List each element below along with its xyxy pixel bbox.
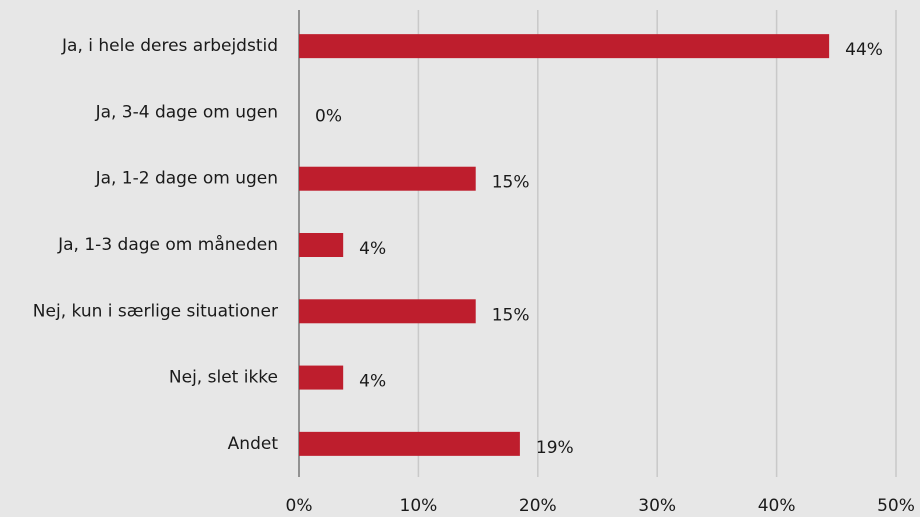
x-tick-label: 10%: [400, 496, 438, 516]
x-tick-label: 0%: [286, 496, 313, 516]
data-label: 4%: [359, 239, 386, 259]
data-label: 0%: [315, 106, 342, 126]
bar: [299, 34, 830, 59]
y-tick-label: Ja, i hele deres arbejdstid: [61, 36, 278, 56]
y-tick-label: Ja, 1-3 dage om måneden: [57, 234, 278, 255]
y-tick-label: Ja, 3-4 dage om ugen: [95, 102, 278, 122]
x-tick-label: 20%: [519, 496, 557, 516]
y-tick-label: Ja, 1-2 dage om ugen: [95, 169, 278, 189]
bar: [299, 166, 476, 191]
data-label: 15%: [492, 305, 530, 325]
y-tick-label: Nej, slet ikke: [169, 368, 278, 388]
y-tick-label: Andet: [228, 434, 279, 454]
x-tick-label: 30%: [638, 496, 676, 516]
data-label: 19%: [536, 438, 574, 458]
bar: [299, 299, 476, 324]
x-tick-label: 40%: [758, 496, 796, 516]
y-tick-label: Nej, kun i særlige situationer: [33, 301, 278, 321]
data-label: 4%: [359, 372, 386, 392]
data-label: 44%: [845, 40, 883, 60]
x-tick-label: 50%: [877, 496, 915, 516]
bar: [299, 233, 344, 257]
bar: [299, 365, 344, 390]
bar: [299, 431, 520, 456]
data-label: 15%: [492, 173, 530, 193]
